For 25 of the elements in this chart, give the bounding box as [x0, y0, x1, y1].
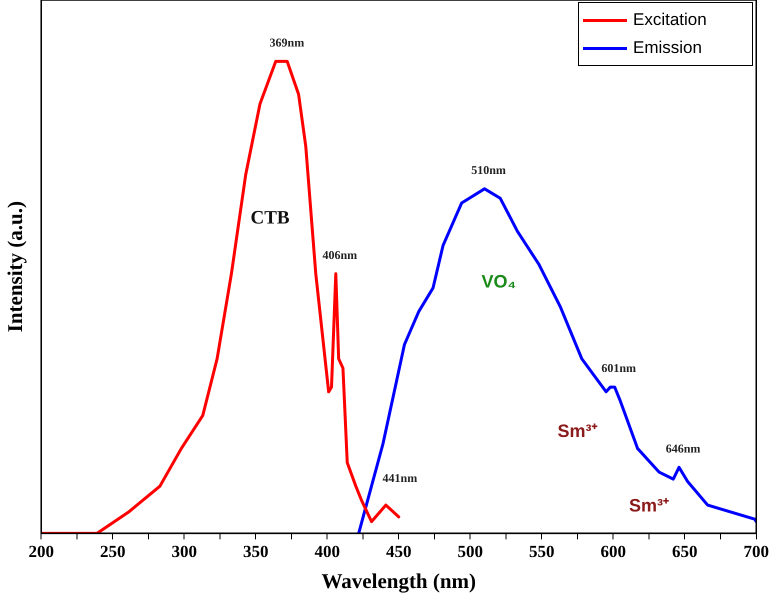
- x-tick-label: 650: [672, 542, 698, 561]
- annotation: 441nm: [382, 471, 418, 486]
- y-axis-title: Intensity (a.u.): [3, 201, 28, 332]
- x-tick-label: 600: [600, 542, 626, 561]
- x-tick-label: 400: [314, 542, 340, 561]
- annotation: VO₄: [482, 272, 516, 292]
- annotation: 369nm: [270, 35, 304, 50]
- annotation: CTB: [250, 208, 290, 229]
- legend-label: Emission: [633, 38, 702, 58]
- annotation: 601nm: [601, 361, 636, 376]
- annotation: Sm³⁺: [557, 421, 598, 442]
- x-tick-label: 200: [28, 542, 54, 561]
- annotation: 646nm: [666, 441, 700, 456]
- annotation: 510nm: [471, 162, 506, 177]
- x-tick-label: 450: [386, 542, 412, 561]
- annotation: 406nm: [322, 248, 358, 262]
- legend-label: Excitation: [633, 10, 707, 30]
- x-tick-label: 550: [528, 542, 554, 561]
- x-tick-label: 700: [744, 542, 769, 561]
- x-tick-label: 250: [100, 542, 126, 561]
- annotation: Sm³⁺: [628, 496, 669, 516]
- x-tick-label: 350: [242, 542, 268, 561]
- x-axis-title: Wavelength (nm): [321, 568, 476, 593]
- x-tick-label: 500: [457, 542, 483, 561]
- x-tick-label: 300: [171, 542, 197, 561]
